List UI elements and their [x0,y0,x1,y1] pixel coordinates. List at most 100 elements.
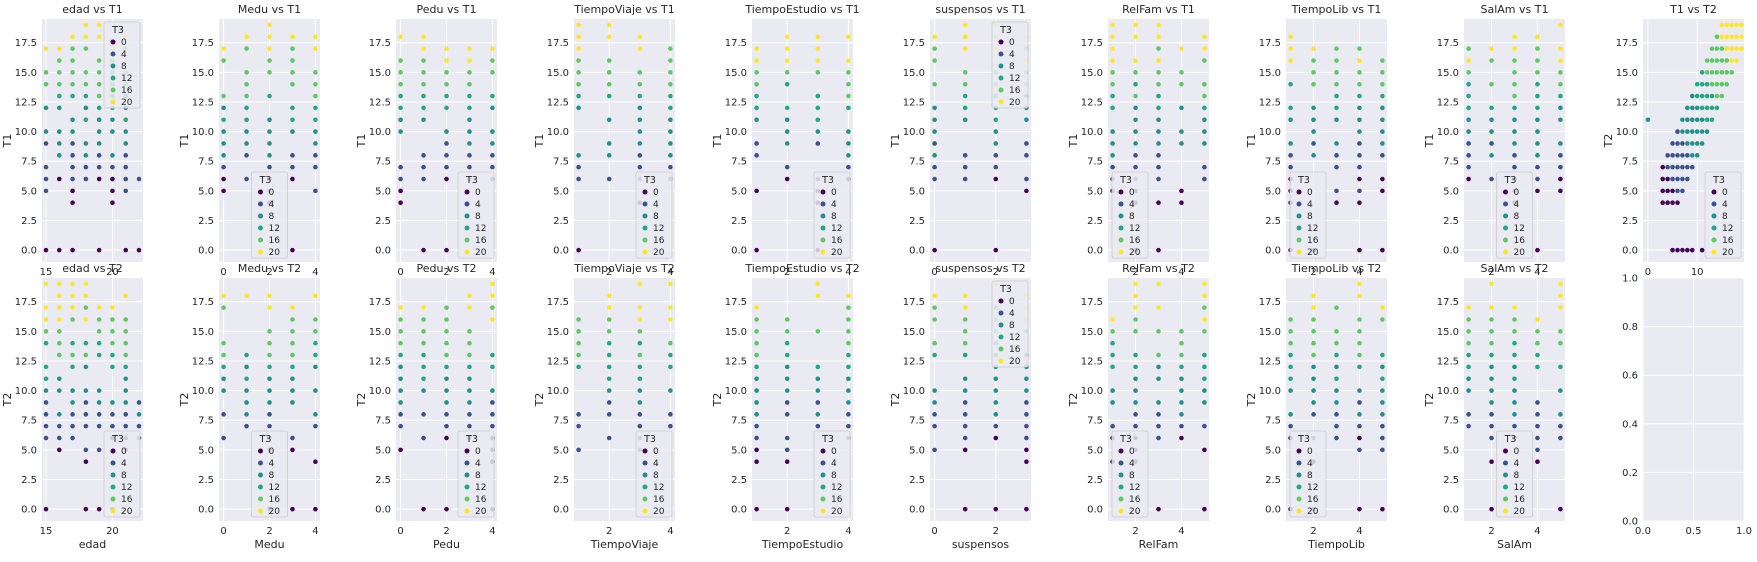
scatter-point [1535,129,1540,134]
scatter-point [1466,105,1471,111]
scatter-point [43,105,49,111]
legend-label: 8 [1129,471,1135,481]
scatter-point [1156,376,1161,382]
scatter-point [290,376,295,382]
plot-area: 0.02.55.07.510.012.515.017.52 4TiempoViaj… [533,262,675,551]
scatter-point [754,58,759,63]
scatter-point [754,81,759,87]
legend-label: 12 [1129,483,1140,493]
scatter-point [56,447,62,453]
scatter-point [1535,364,1540,370]
scatter-point [110,317,115,322]
x-tick-label: 4 [1178,267,1184,278]
scatter-point [123,340,129,346]
scatter-point [932,305,937,310]
scatter-point [1334,376,1339,382]
scatter-point [1380,423,1385,429]
scatter-point [1558,364,1563,370]
scatter-point [1311,352,1316,358]
scatter-point [1156,423,1161,429]
x-tick-label: 0 [220,526,226,537]
scatter-point [444,164,449,170]
legend-label: 4 [1514,459,1520,469]
subplot-title: Medu vs T2 [238,262,301,275]
scatter-point [421,153,426,158]
legend-marker [998,63,1004,69]
scatter-point [784,117,790,123]
scatter-point [490,281,495,287]
legend-label: 8 [1009,321,1015,331]
legend-marker [110,484,116,490]
scatter-point [815,141,821,146]
scatter-point [1311,105,1316,111]
scatter-point [267,153,272,158]
scatter-point [1466,376,1471,382]
scatter-point [1380,81,1385,87]
legend-marker [998,298,1004,304]
scatter-point [96,93,102,99]
scatter-point [962,22,968,28]
y-tick-label: 0.6 [1622,371,1638,382]
scatter-point [1133,305,1138,310]
legend-marker [110,51,116,57]
scatter-point [56,153,62,158]
scatter-point [490,317,495,322]
scatter-point [576,22,581,28]
scatter-point [467,412,472,417]
y-tick-label: 10.0 [369,386,391,397]
scatter-point [290,70,295,75]
subplot-title: TiempoEstudio vs T1 [744,3,859,16]
y-tick-label: 5.0 [909,445,925,456]
legend-label: 16 [1722,236,1734,246]
x-tick-label: 0 [1645,267,1651,278]
scatter-point [1535,352,1540,358]
y-tick-label: 17.5 [192,297,214,308]
legend-label: 0 [1514,447,1520,457]
scatter-point [290,81,295,87]
scatter-point [1156,81,1161,87]
legend-marker [258,237,263,243]
scatter-point [467,117,472,123]
scatter-point [290,352,295,358]
legend-title: T3 [821,175,834,186]
scatter-point [1729,70,1734,75]
scatter-point [1724,58,1730,63]
scatter-point [1024,506,1029,512]
scatter-point [668,352,673,358]
plot-area: 0.02.55.07.510.012.515.017.52 4TiempoLib … [1245,262,1387,551]
scatter-point [83,34,89,40]
scatter-point [83,305,89,310]
scatter-point [221,176,226,182]
scatter-point [1489,423,1494,429]
legend-title: T3 [259,434,272,445]
scatter-point [1024,412,1029,417]
legend-title: T3 [1297,434,1310,445]
scatter-point [1699,81,1705,87]
y-tick-label: 10.0 [369,127,391,138]
legend-marker [1503,237,1508,243]
scatter-point [1334,388,1339,393]
scatter-point [110,329,115,334]
scatter-point [110,364,115,370]
scatter-point [1466,93,1471,99]
scatter-point [668,340,673,346]
scatter-point [606,412,612,417]
legend-label: 12 [1009,333,1020,343]
y-tick-label: 0.0 [198,246,214,257]
scatter-point [1489,329,1494,334]
scatter-point [490,164,495,170]
scatter-point [110,176,115,182]
scatter-point [221,153,226,158]
scatter-point [846,293,851,299]
scatter-point [1739,22,1744,28]
scatter-point [1660,176,1666,182]
y-tick-label: 5.0 [198,186,214,197]
scatter-point [1489,141,1494,146]
scatter-point [1466,164,1471,170]
scatter-point [1558,58,1563,63]
scatter-point [313,70,318,75]
plot-area: 0.00.20.40.60.81.00.0 0.5 1.0 [1622,274,1752,538]
scatter-point [123,176,129,182]
scatter-point [668,388,673,393]
